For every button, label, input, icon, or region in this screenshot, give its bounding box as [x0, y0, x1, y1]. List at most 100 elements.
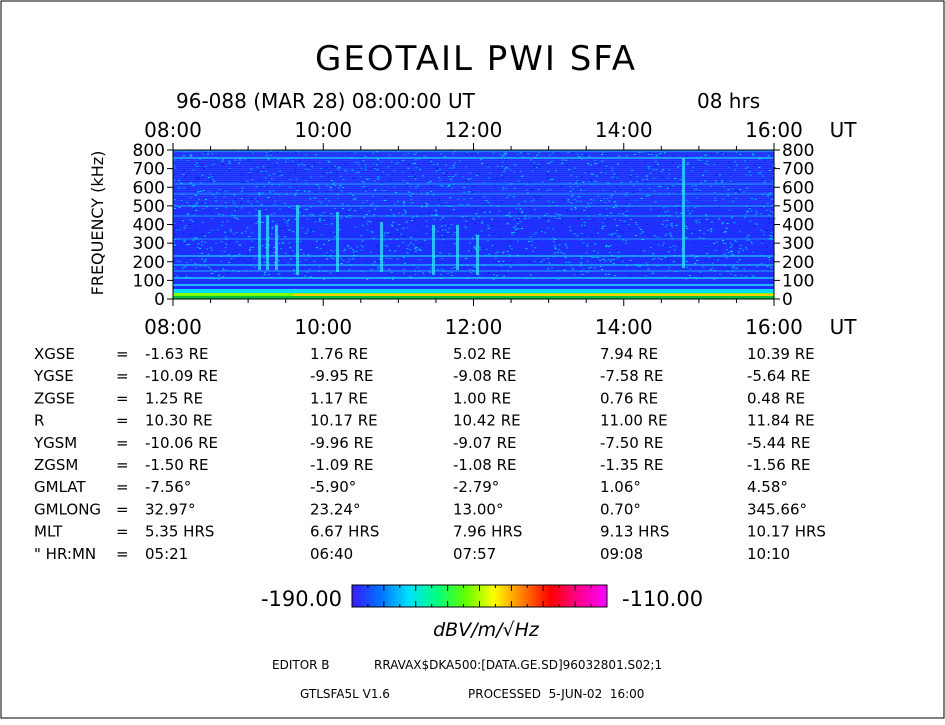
spectrogram-pixel: [305, 183, 308, 185]
spectrogram-pixel: [451, 187, 454, 189]
spectrogram-pixel: [307, 166, 310, 168]
spectrogram-pixel: [747, 266, 750, 268]
spectrogram-pixel: [270, 205, 272, 207]
spectrogram-pixel: [180, 202, 183, 204]
spectrogram-pixel: [178, 180, 180, 182]
spectrogram-pixel: [608, 252, 611, 253]
spectrogram-pixel: [560, 216, 563, 218]
spectrogram-pixel: [723, 231, 726, 233]
spectrogram-pixel: [207, 153, 209, 155]
spectrogram-pixel: [460, 273, 463, 275]
spectrogram-pixel: [402, 180, 405, 182]
spectrogram-pixel: [462, 194, 465, 196]
spectrogram-pixel: [549, 162, 552, 163]
spectrogram-pixel: [443, 223, 445, 224]
spectrogram-pixel: [287, 219, 290, 221]
spectrogram-pixel: [713, 278, 716, 280]
spectrogram-pixel: [474, 197, 477, 198]
spectrogram-pixel: [606, 198, 609, 200]
spectrogram-pixel: [351, 207, 354, 209]
spectrogram-pixel: [473, 246, 476, 248]
spectrogram-pixel: [402, 201, 405, 203]
spectrogram-pixel: [519, 152, 522, 154]
spectrogram-pixel: [490, 204, 493, 206]
date-line: 96-088 (MAR 28) 08:00:00 UT: [176, 89, 476, 113]
spectrogram-pixel: [289, 253, 292, 255]
spectrogram-pixel: [465, 153, 467, 155]
spectrogram-pixel: [734, 190, 737, 192]
spectrogram-pixel: [414, 270, 416, 272]
spectrogram-pixel: [671, 226, 674, 228]
spectrogram-pixel: [675, 178, 677, 179]
spectrogram-pixel: [211, 153, 214, 155]
orbit-value: 345.66°: [747, 500, 807, 518]
spectrogram-pixel: [371, 176, 374, 178]
spectrogram-pixel: [685, 199, 688, 201]
spectrogram-pixel: [605, 208, 608, 210]
spectrogram-pixel: [246, 227, 249, 229]
spectrogram-pixel: [466, 151, 469, 153]
spectrogram-pixel: [361, 186, 364, 188]
spectrogram-pixel: [514, 225, 517, 227]
spectrogram-row: [173, 246, 774, 247]
spectrogram-pixel: [383, 199, 386, 201]
spectrogram-pixel: [412, 194, 415, 196]
spectrogram-pixel: [627, 224, 630, 226]
spectrogram-pixel: [418, 244, 421, 246]
spectrogram-pixel: [231, 214, 234, 216]
spectrogram-pixel: [694, 263, 697, 264]
spectrogram-pixel: [637, 265, 639, 267]
spectrogram-pixel: [445, 164, 447, 166]
spectrogram-pixel: [305, 154, 307, 156]
spectrogram-pixel: [737, 251, 740, 253]
spectrogram-pixel: [768, 259, 771, 261]
spectrogram-pixel: [182, 220, 185, 222]
spectrogram-pixel: [758, 214, 761, 216]
spectrogram-pixel: [353, 236, 356, 238]
spectrogram-pixel: [689, 268, 692, 270]
spectrogram-pixel: [670, 223, 673, 225]
spectrogram-pixel: [769, 192, 772, 194]
spectrogram-pixel: [743, 216, 746, 218]
orbit-value: 10.39 RE: [747, 345, 815, 363]
spectrogram-pixel: [246, 251, 249, 253]
spectrogram-pixel: [768, 257, 771, 258]
spectrogram-pixel: [728, 165, 730, 167]
spectrogram-pixel: [767, 195, 770, 197]
spectrogram-pixel: [201, 241, 204, 243]
spectrogram-pixel: [261, 238, 264, 240]
spectrogram-pixel: [661, 184, 664, 186]
spectrogram-pixel: [363, 186, 366, 188]
spectrogram-pixel: [355, 250, 358, 252]
spectrogram-pixel: [587, 203, 589, 205]
spectrogram-pixel: [496, 220, 499, 222]
spectrogram-pixel: [711, 153, 713, 155]
spectrogram-row: [173, 174, 774, 175]
spectrogram-pixel: [646, 176, 648, 178]
spectrogram-pixel: [590, 180, 593, 182]
spectrogram-pixel: [447, 231, 449, 233]
spectrogram-pixel: [309, 213, 312, 215]
spectrogram-pixel: [483, 196, 486, 198]
spectrogram-pixel: [425, 202, 428, 204]
spectrogram-pixel: [772, 164, 775, 166]
spectrogram-pixel: [504, 154, 507, 156]
spectrogram-pixel: [229, 229, 232, 231]
spectrogram-pixel: [763, 181, 766, 183]
spectrogram-pixel: [186, 161, 189, 163]
spectrogram-pixel: [383, 188, 386, 190]
spectrogram-pixel: [646, 166, 649, 168]
spectrogram-pixel: [277, 158, 280, 160]
spectrogram-pixel: [713, 243, 716, 244]
spectrogram-row: [173, 286, 774, 287]
spectrogram-pixel: [181, 267, 184, 269]
spectrogram-pixel: [197, 191, 199, 193]
spectrogram-pixel: [192, 169, 195, 171]
spectrogram-pixel: [604, 260, 607, 262]
spectrogram-pixel: [744, 167, 747, 169]
spectrogram-pixel: [494, 257, 497, 259]
spectrogram-pixel: [590, 266, 592, 268]
spectrogram-pixel: [505, 166, 508, 168]
spectrogram-pixel: [221, 214, 224, 216]
spectrogram-pixel: [667, 193, 670, 195]
